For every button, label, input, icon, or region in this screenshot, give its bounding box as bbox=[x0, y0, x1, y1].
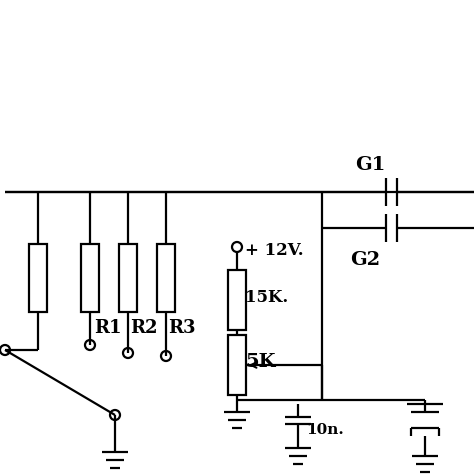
Bar bbox=[228, 335, 246, 395]
Text: 5K: 5K bbox=[245, 353, 275, 371]
Bar bbox=[119, 244, 137, 312]
Bar bbox=[157, 244, 175, 312]
Text: G1: G1 bbox=[355, 156, 385, 174]
Text: R2: R2 bbox=[130, 319, 157, 337]
Text: + 12V.: + 12V. bbox=[245, 241, 304, 258]
Bar bbox=[29, 244, 47, 312]
Text: 10n.: 10n. bbox=[306, 423, 344, 437]
Text: R1: R1 bbox=[94, 319, 121, 337]
Bar bbox=[228, 270, 246, 330]
Bar bbox=[81, 244, 99, 312]
Text: R3: R3 bbox=[168, 319, 195, 337]
Text: G2: G2 bbox=[350, 251, 380, 269]
Text: 15K.: 15K. bbox=[245, 290, 288, 307]
